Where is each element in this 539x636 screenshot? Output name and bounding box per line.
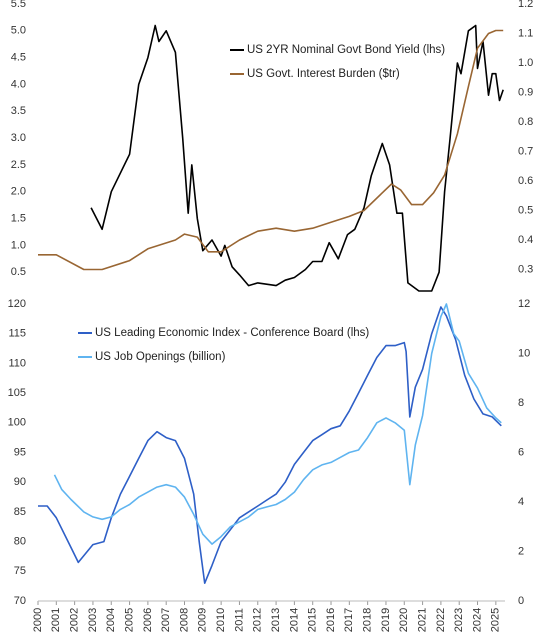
y-tick-label: 3.0 [11,132,26,144]
x-tick-label: 2010 [215,608,227,632]
y-tick-label: 5.0 [11,25,26,37]
y2-tick-label: 0.8 [518,116,533,128]
x-tick-label: 2023 [453,608,465,632]
legend-label: US Leading Economic Index - Conference B… [95,327,369,339]
y-tick-label: 90 [14,476,26,488]
y2-tick-label: 4 [518,496,524,508]
x-tick-label: 2007 [160,608,172,632]
legend-label: US Govt. Interest Burden ($tr) [247,68,400,80]
x-tick-label: 2002 [69,608,81,632]
legend-label: US 2YR Nominal Govt Bond Yield (lhs) [247,44,445,56]
y2-tick-label: 0.3 [518,263,533,275]
y-tick-label: 2.5 [11,159,26,171]
x-tick-label: 2025 [490,608,502,632]
y-tick-label: 85 [14,506,26,518]
y-tick-label: 1.5 [11,212,26,224]
x-tick-label: 2008 [178,608,190,632]
y-tick-label: 4.0 [11,78,26,90]
legend-label: US Job Openings (billion) [95,351,226,363]
y-tick-label: 1.0 [11,239,26,251]
y2-tick-label: 6 [518,446,524,458]
y2-tick-label: 10 [518,347,530,359]
y-tick-label: 95 [14,446,26,458]
x-tick-label: 2022 [435,608,447,632]
y2-tick-label: 0.9 [518,86,533,98]
x-tick-label: 2012 [252,608,264,632]
y2-tick-label: 0 [518,595,524,607]
y-tick-label: 100 [8,417,26,429]
y-tick-label: 3.5 [11,105,26,117]
x-tick-label: 2006 [142,608,154,632]
y-tick-label: 120 [8,298,26,310]
x-tick-label: 2024 [471,608,483,632]
y-tick-label: 105 [8,387,26,399]
y2-tick-label: 1.0 [518,57,533,69]
x-tick-label: 2015 [307,608,319,632]
x-tick-label: 2004 [105,608,117,632]
x-tick-label: 2016 [325,608,337,632]
x-tick-label: 2020 [398,608,410,632]
y-tick-label: 0.5 [11,266,26,278]
series-line [53,303,502,545]
y2-tick-label: 1.2 [518,0,533,10]
y2-tick-label: 0.5 [518,204,533,216]
x-tick-label: 2013 [270,608,282,632]
x-tick-label: 2009 [197,608,209,632]
y-tick-label: 5.5 [11,0,26,10]
y-tick-label: 2.0 [11,186,26,198]
x-tick-label: 2014 [288,608,300,632]
x-tick-label: 2019 [380,608,392,632]
x-tick-label: 2018 [362,608,374,632]
x-tick-label: 2005 [123,608,135,632]
y-tick-label: 110 [8,357,26,369]
y-tick-label: 4.5 [11,52,26,64]
x-tick-label: 2001 [50,608,62,632]
y-tick-label: 115 [8,328,26,340]
series-line [90,24,504,292]
y-tick-label: 75 [14,565,26,577]
y-tick-label: 70 [14,595,26,607]
y2-tick-label: 2 [518,545,524,557]
x-tick-label: 2000 [32,608,44,632]
x-tick-label: 2017 [343,608,355,632]
x-tick-label: 2003 [87,608,99,632]
y2-tick-label: 8 [518,397,524,409]
y2-tick-label: 1.1 [518,27,533,39]
series-line [38,29,504,271]
x-tick-label: 2011 [233,608,245,632]
series-line [38,306,502,584]
y2-tick-label: 0.6 [518,175,533,187]
y2-tick-label: 0.7 [518,145,533,157]
y2-tick-label: 12 [518,298,530,310]
y2-tick-label: 0.4 [518,234,533,246]
y-tick-label: 80 [14,536,26,548]
x-tick-label: 2021 [416,608,428,632]
